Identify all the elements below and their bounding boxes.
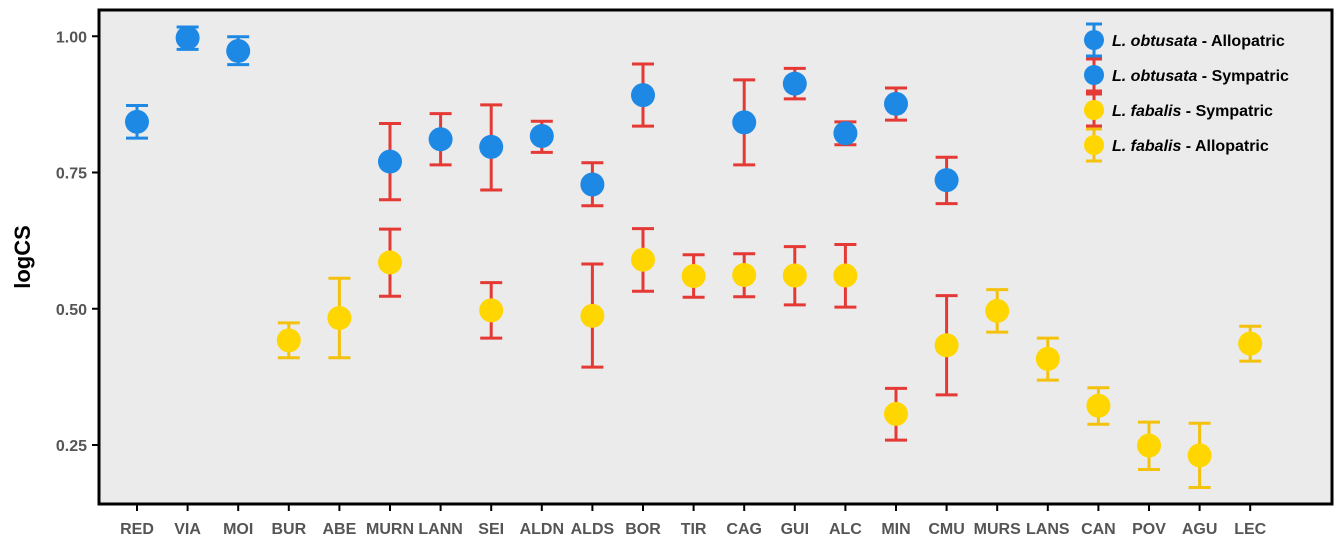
data-point xyxy=(580,303,605,328)
legend: L. obtusata - Allopatric L. obtusata - Sy… xyxy=(1084,22,1289,163)
data-point xyxy=(378,250,402,275)
data-point xyxy=(529,123,554,148)
legend-marker xyxy=(1084,100,1104,120)
data-point xyxy=(479,298,504,323)
legend-label: L. obtusata - Sympatric xyxy=(1112,68,1289,85)
data-point xyxy=(681,264,706,289)
y-tick-label: 1.00 xyxy=(56,29,87,46)
data-marks xyxy=(125,25,1263,490)
data-point xyxy=(1187,443,1212,468)
legend-item: L. obtusata - Allopatric xyxy=(1084,22,1285,58)
legend-marker xyxy=(1084,65,1104,85)
legend-marker xyxy=(1084,30,1104,50)
x-tick-label: BUR xyxy=(271,521,306,538)
x-tick-label: CAN xyxy=(1081,521,1116,538)
data-point xyxy=(175,25,200,50)
x-tick-label: GUI xyxy=(781,521,809,538)
data-point xyxy=(833,263,858,288)
x-tick-label: POV xyxy=(1132,521,1166,538)
data-point xyxy=(631,247,655,272)
x-tick-label: ABE xyxy=(323,521,357,538)
data-point xyxy=(1086,393,1111,418)
data-point xyxy=(934,168,959,193)
x-axis: RED VIA MOI BUR ABE MURN LANN SEI ALDN ALDS BOR TIR… xyxy=(120,504,1267,538)
x-tick-label: MOI xyxy=(223,521,253,538)
y-tick-label: 0.50 xyxy=(56,302,87,319)
data-point xyxy=(934,333,959,358)
data-point xyxy=(884,401,908,426)
y-axis: 0.25 0.50 0.75 1.00 xyxy=(56,29,99,455)
series-3 xyxy=(276,276,1263,490)
x-tick-label: ALC xyxy=(829,521,862,538)
x-tick-label: SEI xyxy=(478,521,504,538)
data-point xyxy=(1035,346,1060,371)
data-point xyxy=(276,328,301,353)
data-point xyxy=(732,110,757,135)
legend-item: L. obtusata - Sympatric xyxy=(1084,57,1289,93)
y-tick-label: 0.75 xyxy=(56,166,87,183)
data-point xyxy=(428,127,453,152)
x-tick-label: TIR xyxy=(681,521,707,538)
series-2 xyxy=(378,227,959,442)
data-point xyxy=(833,121,858,146)
data-point xyxy=(631,83,655,108)
data-point xyxy=(479,134,504,159)
x-tick-label: CAG xyxy=(726,521,762,538)
x-tick-label: CMU xyxy=(928,521,964,538)
data-point xyxy=(782,263,807,288)
data-point xyxy=(580,172,605,197)
legend-marker xyxy=(1084,135,1104,155)
x-tick-label: ALDN xyxy=(520,521,564,538)
x-tick-label: MIN xyxy=(881,521,910,538)
data-point xyxy=(378,149,402,174)
legend-label: L. fabalis - Allopatric xyxy=(1112,138,1269,155)
x-tick-label: AGU xyxy=(1182,521,1218,538)
plot-area xyxy=(97,8,1334,506)
legend-item: L. fabalis - Sympatric xyxy=(1084,92,1273,128)
x-tick-label: RED xyxy=(120,521,154,538)
legend-label: L. obtusata - Allopatric xyxy=(1112,33,1285,50)
data-point xyxy=(226,38,251,63)
data-point xyxy=(1238,331,1263,356)
x-tick-label: LEC xyxy=(1234,521,1266,538)
data-point xyxy=(1137,433,1161,458)
x-tick-label: LANN xyxy=(418,521,462,538)
legend-label: L. fabalis - Sympatric xyxy=(1112,103,1273,120)
x-tick-label: BOR xyxy=(625,521,661,538)
legend-item: L. fabalis - Allopatric xyxy=(1084,127,1269,163)
x-tick-label: LANS xyxy=(1026,521,1070,538)
data-point xyxy=(782,71,807,96)
y-axis-label: logCS xyxy=(10,225,35,289)
data-point xyxy=(732,262,757,287)
data-point xyxy=(327,306,352,331)
x-tick-label: VIA xyxy=(174,521,201,538)
data-point xyxy=(125,109,149,134)
data-point xyxy=(884,91,908,116)
x-tick-label: MURN xyxy=(366,521,414,538)
data-point xyxy=(985,298,1010,323)
x-tick-label: ALDS xyxy=(571,521,615,538)
y-tick-label: 0.25 xyxy=(56,438,87,455)
x-tick-label: MURS xyxy=(974,521,1021,538)
series-0 xyxy=(125,25,251,140)
series-1 xyxy=(378,62,959,208)
